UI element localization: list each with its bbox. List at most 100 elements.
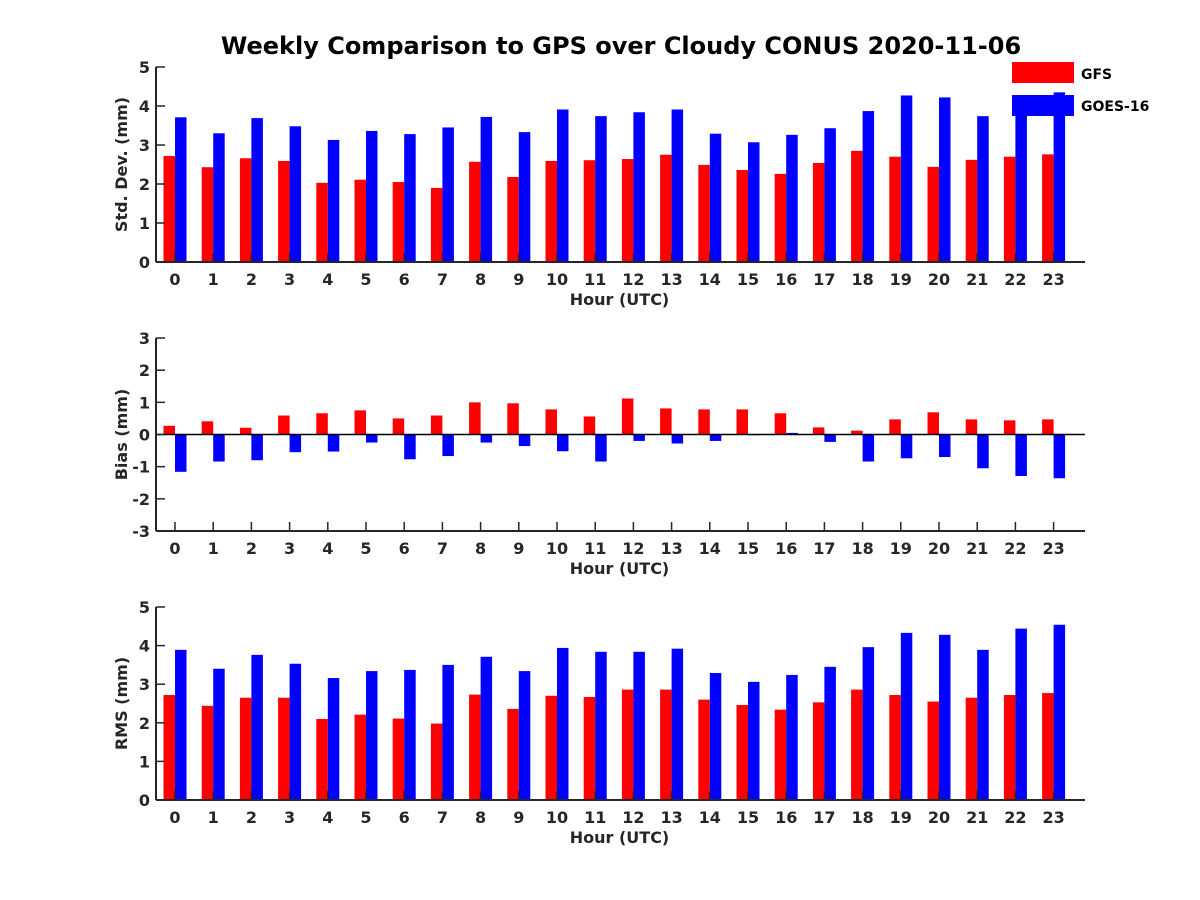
legend: GFS GOES-16	[1012, 62, 1149, 116]
bar-gfs-15	[736, 705, 748, 800]
x-tick-label: 22	[1004, 539, 1026, 558]
x-tick-label: 1	[208, 808, 219, 827]
y-tick-label: 2	[139, 175, 150, 194]
bar-gfs-15	[736, 409, 748, 435]
bar-gfs-8	[469, 402, 481, 435]
y-tick-label: 3	[139, 136, 150, 155]
x-tick-label: 5	[360, 808, 371, 827]
bar-gfs-5	[354, 714, 366, 800]
bar-goes16-6	[404, 434, 416, 460]
bar-gfs-13	[660, 154, 672, 262]
x-tick-label: 23	[1042, 808, 1064, 827]
x-tick-label: 17	[813, 539, 835, 558]
bar-goes16-0	[175, 649, 187, 800]
bar-goes16-12	[633, 112, 645, 263]
bar-gfs-9	[507, 403, 519, 435]
bar-goes16-12	[633, 651, 645, 800]
x-tick-label: 21	[966, 270, 988, 289]
bar-gfs-17	[812, 162, 825, 262]
bar-gfs-0	[163, 695, 175, 800]
y-tick-label: 0	[139, 253, 150, 272]
bar-gfs-2	[239, 427, 252, 435]
x-tick-label: 8	[475, 539, 486, 558]
bar-gfs-3	[278, 415, 290, 435]
bar-goes16-4	[327, 139, 340, 262]
bar-goes16-10	[557, 647, 569, 800]
bar-gfs-8	[469, 694, 481, 800]
x-tick-label: 4	[322, 270, 333, 289]
bar-goes16-22	[1015, 628, 1027, 800]
bar-goes16-13	[671, 648, 684, 800]
bar-gfs-4	[316, 413, 328, 435]
bar-gfs-19	[889, 156, 901, 262]
y-tick-label: 1	[139, 752, 150, 771]
x-tick-label: 22	[1004, 270, 1026, 289]
bar-goes16-20	[939, 97, 951, 262]
bar-gfs-16	[774, 413, 787, 435]
legend-label-goes16: GOES-16	[1081, 99, 1149, 115]
x-tick-label: 2	[246, 808, 257, 827]
bar-goes16-19	[900, 632, 913, 800]
bar-gfs-21	[965, 159, 978, 262]
bar-goes16-20	[939, 434, 951, 458]
bar-gfs-9	[507, 708, 519, 800]
bar-gfs-7	[430, 415, 443, 435]
bar-goes16-1	[213, 434, 225, 462]
x-tick-label: 21	[966, 808, 988, 827]
x-tick-label: 21	[966, 539, 988, 558]
bar-goes16-15	[748, 681, 760, 800]
x-tick-label: 18	[851, 270, 873, 289]
x-tick-label: 3	[284, 808, 295, 827]
bar-goes16-17	[824, 666, 836, 800]
bar-gfs-17	[812, 427, 825, 435]
x-tick-label: 20	[928, 808, 950, 827]
x-tick-label: 12	[622, 270, 644, 289]
x-tick-label: 8	[475, 808, 486, 827]
bar-gfs-14	[698, 164, 710, 262]
bar-goes16-14	[709, 133, 722, 262]
bar-gfs-5	[354, 179, 366, 262]
bar-goes16-1	[213, 133, 225, 262]
x-tick-label: 10	[546, 539, 568, 558]
y-tick-label: 5	[139, 58, 150, 77]
bar-gfs-6	[392, 418, 405, 435]
bar-goes16-13	[671, 109, 684, 262]
y-tick-label: -2	[132, 490, 150, 509]
bar-gfs-6	[392, 182, 405, 262]
bar-gfs-10	[545, 695, 557, 800]
bar-gfs-7	[430, 723, 443, 800]
bar-gfs-20	[927, 166, 939, 262]
bar-goes16-9	[518, 132, 531, 262]
bar-goes16-19	[900, 434, 913, 459]
x-tick-label: 12	[622, 808, 644, 827]
y-axis-label: Std. Dev. (mm)	[112, 97, 131, 232]
x-tick-label: 10	[546, 808, 568, 827]
bar-gfs-12	[621, 689, 634, 800]
bar-gfs-0	[163, 425, 175, 435]
x-tick-label: 17	[813, 808, 835, 827]
bar-goes16-23	[1053, 624, 1066, 800]
bar-goes16-15	[748, 142, 760, 262]
bar-gfs-13	[660, 689, 672, 800]
x-tick-label: 17	[813, 270, 835, 289]
bar-goes16-18	[862, 111, 875, 262]
y-tick-label: 4	[139, 97, 150, 116]
x-tick-label: 5	[360, 270, 371, 289]
bar-goes16-3	[289, 126, 302, 262]
x-tick-label: 9	[513, 808, 524, 827]
bar-goes16-8	[480, 116, 493, 262]
bar-gfs-22	[1003, 156, 1016, 262]
bar-goes16-2	[251, 654, 263, 800]
bar-gfs-1	[201, 421, 214, 435]
bar-goes16-16	[786, 674, 798, 800]
bar-goes16-3	[289, 434, 302, 453]
bar-goes16-5	[366, 671, 378, 800]
y-tick-label: 4	[139, 637, 150, 656]
x-tick-label: 11	[584, 270, 606, 289]
bar-goes16-6	[404, 134, 416, 262]
y-tick-label: 3	[139, 675, 150, 694]
bar-gfs-1	[201, 167, 214, 262]
y-tick-label: -1	[132, 458, 150, 477]
